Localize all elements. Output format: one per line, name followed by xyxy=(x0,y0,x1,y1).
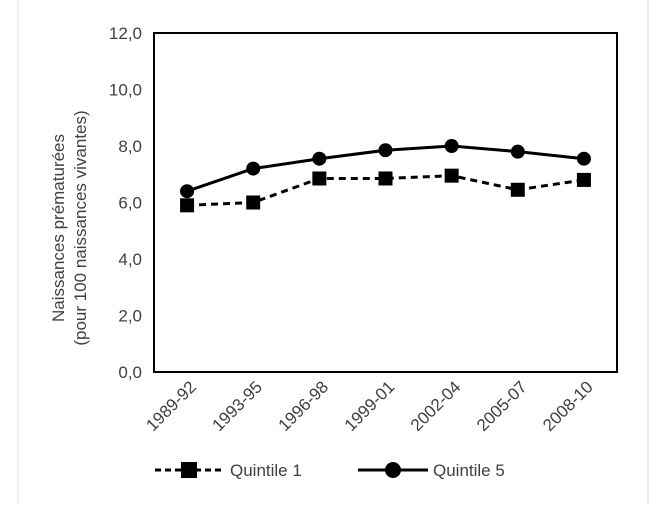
legend-label-quintile-5: Quintile 5 xyxy=(433,461,505,480)
data-point-square xyxy=(378,171,393,186)
data-point-circle xyxy=(510,144,525,159)
legend-label-quintile-1: Quintile 1 xyxy=(230,461,302,480)
x-tick-label: 2005-07 xyxy=(473,377,531,435)
x-tick-label: 1996-98 xyxy=(275,377,333,435)
plot-area xyxy=(153,32,618,373)
y-tick-label: 8,0 xyxy=(118,137,142,156)
x-tick-label: 2002-04 xyxy=(407,377,465,435)
x-tick-label: 1989-92 xyxy=(142,377,200,435)
y-tick-label: 10,0 xyxy=(109,81,142,100)
legend-marker-circle-icon xyxy=(385,462,401,478)
y-tick-label: 12,0 xyxy=(109,24,142,43)
data-point-square xyxy=(246,195,261,210)
data-point-square xyxy=(510,182,525,197)
data-point-circle xyxy=(312,151,327,166)
legend: Quintile 1 Quintile 5 xyxy=(155,461,505,480)
y-axis-ticks: 0,0 2,0 4,0 6,0 8,0 10,0 12,0 xyxy=(109,24,142,382)
data-point-circle xyxy=(246,161,261,176)
data-point-circle xyxy=(444,139,459,153)
data-point-square xyxy=(444,168,459,183)
data-point-circle xyxy=(576,151,591,166)
y-tick-label: 0,0 xyxy=(118,363,142,382)
data-point-square xyxy=(312,171,327,186)
x-axis-ticks: 1989-92 1993-95 1996-98 1999-01 2002-04 2005-… xyxy=(142,377,596,435)
y-tick-label: 4,0 xyxy=(118,250,142,269)
y-axis-title-line-1: Naissances prématurées xyxy=(49,134,68,322)
x-tick-label: 1999-01 xyxy=(341,377,399,435)
data-point-square xyxy=(180,198,195,213)
x-tick-label: 1993-95 xyxy=(208,377,266,435)
data-point-square xyxy=(576,172,591,187)
legend-marker-square-icon xyxy=(181,462,197,478)
legend-item-quintile-1: Quintile 1 xyxy=(155,461,302,480)
data-point-circle xyxy=(180,184,195,199)
x-tick-label: 2008-10 xyxy=(539,377,597,435)
data-point-circle xyxy=(378,143,393,158)
y-tick-label: 6,0 xyxy=(118,194,142,213)
series-layer xyxy=(180,139,591,213)
y-axis-title-line-2: (pour 100 naissances vivantes) xyxy=(71,110,90,345)
y-tick-label: 2,0 xyxy=(118,307,142,326)
legend-item-quintile-5: Quintile 5 xyxy=(358,461,505,480)
